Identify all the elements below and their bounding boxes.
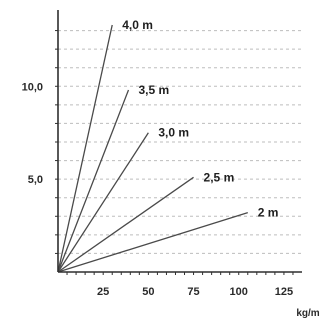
x-axis-unit-label: kg/m	[296, 308, 319, 319]
series-line	[57, 132, 149, 273]
x-tick-label: 25	[97, 286, 109, 298]
series-label: 2,5 m	[204, 170, 235, 184]
series-line	[57, 211, 248, 273]
series-line	[57, 89, 130, 273]
axes-layer	[57, 10, 302, 273]
series-label: 2 m	[258, 206, 279, 220]
x-tick-label: 100	[230, 286, 248, 298]
x-tick-label: 50	[142, 286, 154, 298]
x-tick-label: 125	[275, 286, 293, 298]
labels-layer: 25 50 75 100 125 5,0 10,0 4,0 m 3,5 m 3,0 m 2,5 m 2…	[22, 18, 294, 298]
series-label: 3,5 m	[138, 83, 169, 97]
x-tick-label: 75	[187, 286, 199, 298]
grid-layer	[58, 30, 302, 254]
ticks-layer	[55, 30, 294, 275]
series-line	[57, 176, 194, 273]
series-label: 4,0 m	[122, 18, 153, 32]
series-label: 3,0 m	[158, 126, 189, 140]
series-layer	[57, 24, 248, 273]
series-line	[57, 24, 113, 273]
y-tick-label: 10,0	[22, 81, 43, 93]
y-tick-label: 5,0	[28, 174, 43, 186]
